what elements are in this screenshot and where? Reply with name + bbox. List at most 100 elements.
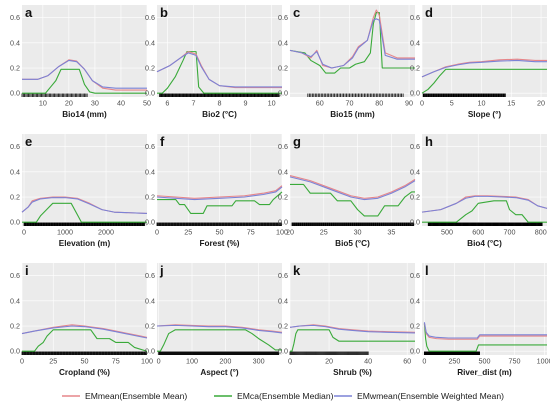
x-tick-label: 500 [479,357,491,366]
panel-letter: d [425,5,433,20]
y-tick-label: 0.2 [145,322,155,331]
rug-i [21,351,147,355]
panel-a: 10 20 30 40 50 0.0 0.2 0.4 0.6 Bio14 (mm) a [10,5,151,119]
x-tick-label: 40 [117,99,125,108]
series-line-emmean [156,185,283,199]
panel-letter: e [25,134,32,149]
x-tick-label: 5 [450,99,454,108]
legend: EMmean(Ensemble Mean) EMca(Ensemble Medi… [62,391,504,401]
y-tick-label: 0.2 [145,64,155,73]
x-tick-label: 300 [253,357,265,366]
x-tick-label: 100 [276,228,288,237]
panel-letter: k [293,263,301,278]
panel-e: 0 1000 2000 0.0 0.2 0.4 0.6 Elevation (m) e [10,134,148,248]
x-axis-label: Cropland (%) [59,368,110,377]
x-tick-label: 40 [364,357,372,366]
x-tick-label: 0 [422,357,426,366]
x-axis-label: Bio4 (°C) [467,239,502,248]
panel-letter: a [25,5,33,20]
x-tick-label: 75 [112,357,120,366]
y-tick-label: 0.2 [410,193,420,202]
panel-d: 0 5 10 15 20 0.0 0.2 0.4 0.6 Slope (°) d [410,5,547,119]
x-axis-label: Elevation (m) [59,239,111,248]
x-tick-label: 0 [157,357,161,366]
series-line-emca [290,329,415,352]
x-tick-label: 0 [420,99,424,108]
y-tick-label: 0.0 [278,89,288,98]
x-tick-label: 9 [244,99,248,108]
y-tick-label: 0.4 [145,167,155,176]
y-tick-label: 0.2 [410,322,420,331]
x-tick-label: 6 [165,99,169,108]
y-tick-label: 0.4 [10,167,20,176]
y-tick-label: 0.2 [410,64,420,73]
plot-area-g [290,134,415,226]
y-tick-label: 0.6 [10,271,20,280]
y-tick-label: 0.0 [278,347,288,356]
series-line-emwmean [22,59,147,89]
series-line-emmean [423,323,547,340]
series-line-emwmean [21,325,148,339]
x-tick-label: 50 [81,357,89,366]
x-tick-label: 75 [247,228,255,237]
legend-label-emca: EMca(Ensemble Median) [237,391,334,401]
series-line-emca [157,329,282,352]
x-axis-label: River_dist (m) [457,368,512,377]
y-tick-label: 0.6 [410,13,420,22]
y-tick-label: 0.0 [10,89,20,98]
y-tick-label: 0.4 [10,296,20,305]
x-tick-label: 60 [316,99,324,108]
rug-g [291,222,415,226]
panel-c: 60 70 80 90 0.0 0.2 0.4 0.6 Bio15 (mm) c [278,5,415,119]
x-tick-label: 100 [141,357,153,366]
x-axis-label: Forest (%) [199,239,239,248]
y-tick-label: 0.6 [10,142,20,151]
y-tick-label: 0.2 [10,193,20,202]
x-tick-label: 8 [218,99,222,108]
x-axis-label: Bio2 (°C) [202,110,237,119]
x-tick-label: 10 [478,99,486,108]
series-line-emwmean [21,197,148,214]
y-tick-label: 0.2 [10,64,20,73]
x-tick-label: 35 [387,228,395,237]
x-axis-label: Bio5 (°C) [335,239,370,248]
x-tick-label: 750 [509,357,521,366]
x-tick-label: 10 [39,99,47,108]
rug-j [158,351,280,355]
y-tick-label: 0.0 [410,89,420,98]
panel-h: 500 600 700 800 0.0 0.2 0.4 0.6 Bio4 (°C) h [410,134,548,248]
y-tick-label: 0.4 [410,167,420,176]
y-tick-label: 0.0 [145,347,155,356]
y-tick-label: 0.0 [145,218,155,227]
x-tick-label: 7 [191,99,195,108]
x-tick-label: 15 [507,99,515,108]
x-tick-label: 20 [325,357,333,366]
panel-k: 0 20 40 60 0.0 0.2 0.4 0.6 Shrub (%) k [278,263,416,377]
series-line-emca [22,68,147,94]
y-tick-label: 0.4 [278,296,288,305]
x-tick-label: 500 [441,228,453,237]
series-line-emca [422,200,547,223]
series-line-emmean [156,324,283,333]
plot-area-d [422,5,547,97]
x-tick-label: 10 [268,99,276,108]
series-line-emmean [289,175,416,199]
panel-g: 20 25 30 35 0.0 0.2 0.4 0.6 Bio5 (°C) g [278,134,416,248]
x-tick-label: 25 [49,357,57,366]
y-tick-label: 0.6 [145,142,155,151]
panel-j: 0 100 200 300 0.0 0.2 0.4 0.6 Aspect (°) j [145,263,283,377]
y-tick-label: 0.6 [145,271,155,280]
y-tick-label: 0.0 [410,347,420,356]
y-tick-label: 0.4 [410,38,420,47]
rug-f [156,222,282,226]
x-axis-label: Bio14 (mm) [62,110,107,119]
x-tick-label: 600 [472,228,484,237]
y-tick-label: 0.4 [145,296,155,305]
x-tick-label: 1000 [57,228,73,237]
y-tick-label: 0.2 [10,322,20,331]
plot-area-c [290,5,415,97]
